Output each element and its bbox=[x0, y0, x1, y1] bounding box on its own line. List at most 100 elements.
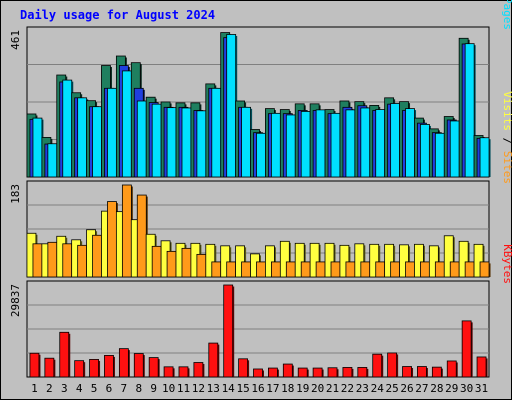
x-tick-label-29: 29 bbox=[445, 382, 458, 395]
bar-pages-day-11 bbox=[181, 107, 192, 178]
bar-pages-day-29 bbox=[449, 120, 460, 178]
x-tick-label-13: 13 bbox=[207, 382, 220, 395]
bar-kbytes-day-21 bbox=[327, 367, 338, 378]
x-tick-label-4: 4 bbox=[76, 382, 83, 395]
bar-sites-day-20 bbox=[315, 261, 326, 278]
side-legend-visitors: Visits / Sites bbox=[501, 91, 512, 184]
bar-visits-day-22 bbox=[339, 244, 350, 278]
bar-sites-day-13 bbox=[211, 261, 222, 278]
bar-pages-day-5 bbox=[92, 106, 102, 178]
bar-pages-day-28 bbox=[434, 132, 445, 178]
bar-kbytes-day-27 bbox=[417, 366, 427, 378]
x-tick-label-22: 22 bbox=[341, 382, 354, 395]
bar-visits-day-24 bbox=[369, 243, 380, 278]
max-label-volume: 29837 bbox=[9, 284, 22, 317]
bar-kbytes-day-9 bbox=[148, 357, 159, 378]
bar-kbytes-day-23 bbox=[357, 367, 368, 378]
legend-visits: Visits bbox=[501, 91, 512, 131]
bar-visits-day-20 bbox=[309, 242, 320, 278]
panel-requests: 461 Hits / Files / Pages bbox=[9, 0, 512, 178]
bar-sites-day-26 bbox=[405, 261, 415, 278]
x-tick-label-30: 30 bbox=[460, 382, 473, 395]
bar-sites-day-25 bbox=[390, 261, 401, 278]
bar-pages-day-16 bbox=[256, 132, 266, 178]
x-tick-label-31: 31 bbox=[475, 382, 488, 395]
x-tick-label-12: 12 bbox=[192, 382, 205, 395]
panel-volume: 29837 KBytes bbox=[9, 244, 512, 378]
x-tick-label-2: 2 bbox=[46, 382, 53, 395]
x-tick-label-25: 25 bbox=[386, 382, 399, 395]
bar-pages-day-22 bbox=[345, 109, 356, 178]
bar-pages-day-4 bbox=[77, 97, 88, 178]
x-tick-label-3: 3 bbox=[61, 382, 68, 395]
bar-kbytes-day-6 bbox=[104, 355, 114, 378]
bar-visits-day-25 bbox=[384, 243, 395, 278]
bar-sites-day-10 bbox=[166, 250, 177, 278]
bar-sites-day-31 bbox=[479, 261, 490, 278]
bar-sites-day-9 bbox=[151, 245, 162, 278]
bar-pages-day-30 bbox=[464, 43, 475, 178]
bar-kbytes-day-2 bbox=[44, 357, 55, 378]
bar-kbytes-day-22 bbox=[342, 367, 353, 378]
bar-pages-day-9 bbox=[151, 103, 162, 178]
x-tick-label-5: 5 bbox=[91, 382, 98, 395]
x-tick-label-20: 20 bbox=[311, 382, 324, 395]
bar-sites-day-14 bbox=[226, 261, 237, 278]
x-tick-label-28: 28 bbox=[430, 382, 443, 395]
bar-sites-day-8 bbox=[136, 194, 147, 278]
bar-kbytes-day-26 bbox=[402, 366, 412, 378]
legend-pages: Pages bbox=[501, 0, 512, 30]
bar-pages-day-14 bbox=[226, 34, 237, 178]
bar-sites-day-7 bbox=[121, 184, 132, 278]
bar-pages-day-2 bbox=[47, 143, 58, 178]
bar-kbytes-day-11 bbox=[178, 366, 189, 378]
bar-visits-day-13 bbox=[205, 243, 216, 278]
bar-sites-day-23 bbox=[360, 261, 371, 278]
bar-kbytes-day-15 bbox=[238, 358, 248, 378]
bar-visits-day-15 bbox=[235, 245, 245, 278]
bar-visits-day-31 bbox=[473, 243, 484, 278]
bar-kbytes-day-12 bbox=[193, 362, 204, 378]
bar-pages-day-31 bbox=[479, 137, 490, 178]
bar-kbytes-day-28 bbox=[431, 366, 442, 378]
bar-pages-day-17 bbox=[271, 112, 281, 178]
x-tick-label-8: 8 bbox=[135, 382, 142, 395]
bar-sites-day-22 bbox=[345, 261, 356, 278]
bar-pages-day-6 bbox=[107, 87, 117, 178]
bar-kbytes-day-18 bbox=[282, 363, 293, 378]
bar-sites-day-18 bbox=[285, 261, 296, 278]
bar-kbytes-day-20 bbox=[312, 367, 323, 378]
bar-sites-day-30 bbox=[464, 261, 475, 278]
bar-sites-day-28 bbox=[434, 261, 445, 278]
bar-pages-day-26 bbox=[405, 108, 415, 178]
bar-sites-day-4 bbox=[77, 244, 88, 278]
bar-kbytes-day-17 bbox=[268, 367, 278, 378]
bar-sites-day-24 bbox=[375, 261, 386, 278]
x-tick-label-26: 26 bbox=[400, 382, 413, 395]
chart-panels: 461 Hits / Files / Pages 183 Visits / Sites… bbox=[9, 0, 512, 378]
x-tick-label-21: 21 bbox=[326, 382, 339, 395]
max-label-requests: 461 bbox=[9, 30, 22, 50]
bar-sites-day-1 bbox=[32, 243, 43, 278]
bar-visits-day-28 bbox=[428, 245, 439, 278]
bar-kbytes-day-19 bbox=[297, 367, 308, 378]
bar-kbytes-day-14 bbox=[223, 284, 234, 378]
bar-sites-day-27 bbox=[420, 261, 430, 278]
max-label-visitors: 183 bbox=[9, 184, 22, 204]
bar-kbytes-day-10 bbox=[163, 366, 174, 378]
bar-visits-day-14 bbox=[220, 245, 231, 278]
bar-kbytes-day-24 bbox=[372, 353, 383, 378]
legend-kbytes: KBytes bbox=[501, 244, 512, 284]
bar-visits-day-27 bbox=[414, 243, 424, 278]
bar-visits-day-18 bbox=[279, 240, 290, 278]
bar-sites-day-12 bbox=[196, 253, 207, 278]
x-tick-label-1: 1 bbox=[31, 382, 38, 395]
bar-visits-day-17 bbox=[265, 245, 275, 278]
bar-visits-day-26 bbox=[399, 244, 409, 278]
bar-sites-day-19 bbox=[300, 261, 311, 278]
bar-pages-day-1 bbox=[32, 117, 43, 178]
x-tick-label-24: 24 bbox=[371, 382, 385, 395]
x-tick-label-18: 18 bbox=[281, 382, 294, 395]
bar-pages-day-12 bbox=[196, 110, 207, 178]
